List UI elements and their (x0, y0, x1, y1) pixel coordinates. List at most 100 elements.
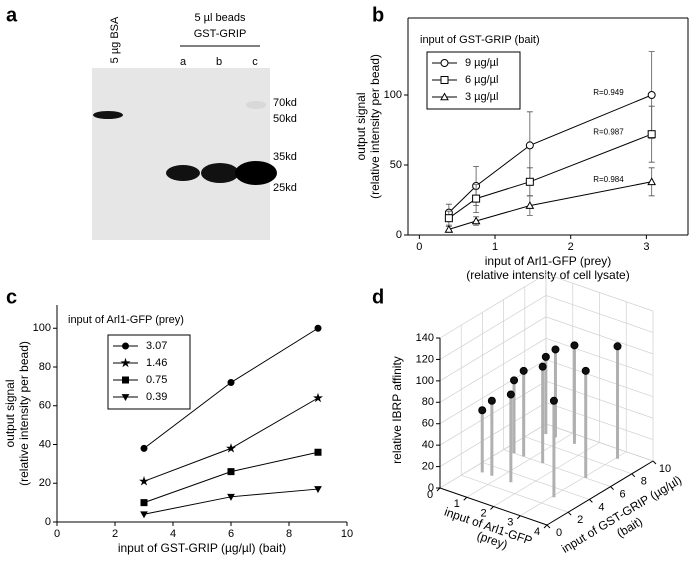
marker (525, 177, 534, 186)
z-tick-label: 20 (422, 460, 434, 472)
grid-line (545, 337, 654, 376)
band (246, 101, 266, 109)
marker (440, 59, 449, 67)
legend-label: 0.75 (146, 374, 167, 386)
x-tick (543, 524, 548, 529)
z-tick-label: 120 (416, 353, 434, 365)
y-axis-label: output signal (3, 379, 17, 447)
x-tick-label: 1 (454, 498, 460, 510)
x-tick (436, 487, 441, 492)
z-tick-label: 100 (416, 375, 434, 387)
band (235, 161, 277, 185)
legend-label: 9 µg/µl (465, 57, 498, 69)
z-axis-label: relative IBRP affinity (390, 356, 404, 464)
marker (139, 476, 149, 486)
group-label: GST-GRIP (194, 28, 247, 40)
marker (120, 357, 131, 368)
y-tick-label: 80 (39, 361, 51, 373)
size-marker: 50kd (273, 113, 297, 125)
band (93, 111, 123, 119)
group-label: 5 µl beads (195, 12, 246, 24)
x-tick-label: 0 (427, 489, 433, 501)
x-tick-label: 2 (112, 528, 118, 540)
grid-line (482, 462, 590, 500)
marker (647, 91, 656, 99)
y-tick (652, 460, 657, 465)
stem-head (541, 352, 550, 361)
y-axis-label: (relative intensity per bead) (17, 341, 31, 486)
stem-head (487, 396, 496, 405)
series-line (448, 133, 652, 219)
grid-line (545, 423, 654, 462)
size-marker: 35kd (273, 151, 297, 163)
x-tick (516, 515, 521, 520)
y-tick-label: 40 (39, 438, 51, 450)
z-tick-label: 40 (422, 439, 434, 451)
lane: b (216, 56, 222, 68)
x-tick-label: 6 (228, 528, 234, 540)
grid-line (545, 380, 654, 419)
grid-line (439, 359, 547, 425)
grid-line (439, 316, 547, 382)
y-tick (589, 499, 593, 503)
y-tick-label: 6 (620, 489, 626, 501)
x-tick-label: 2 (480, 507, 486, 519)
y-tick-label: 0 (45, 516, 51, 528)
legend-label: 1.46 (146, 357, 167, 369)
stem-head (551, 345, 560, 354)
y-tick-label: 10 (659, 463, 671, 475)
y-tick-label: 4 (598, 501, 604, 513)
x-tick-label: 4 (534, 526, 540, 538)
marker (647, 177, 657, 186)
marker (227, 468, 235, 476)
x-axis-label: (relative intensity of cell lysate) (466, 268, 629, 282)
y-tick-label: 0 (396, 229, 402, 241)
y-axis-label: (relative intensity per bead) (368, 54, 382, 199)
legend-title: input of GST-GRIP (bait) (420, 34, 540, 46)
legend-label: 0.39 (146, 391, 167, 403)
marker (471, 216, 481, 225)
marker (314, 324, 322, 332)
legend-box (107, 334, 191, 410)
stem-head (510, 376, 519, 385)
y-tick (567, 511, 572, 516)
grid-line (520, 451, 627, 517)
legend-label: 6 µg/µl (465, 74, 498, 86)
lane: c (252, 56, 258, 68)
marker (227, 379, 235, 386)
marker (525, 201, 535, 209)
marker (314, 486, 322, 494)
panel-label: d (372, 286, 384, 308)
y-tick-label: 60 (39, 400, 51, 412)
marker (122, 342, 129, 350)
stem-head (613, 342, 622, 351)
annotation: R=0.949 (593, 88, 624, 97)
gel (92, 68, 270, 240)
y-tick-label: 20 (39, 477, 51, 489)
z-tick-label: 80 (422, 396, 434, 408)
grid-line (545, 295, 654, 333)
x-tick (490, 506, 494, 510)
grid-line (545, 273, 654, 312)
grid-line (439, 273, 547, 339)
x-axis-label: input of Arl1-GFP (prey) (485, 254, 612, 268)
marker (314, 448, 322, 456)
panel-label: b (372, 4, 384, 26)
stem-head (549, 396, 558, 405)
y-tick (631, 473, 636, 478)
x-tick-label: 3 (643, 241, 649, 253)
series-line (448, 94, 652, 213)
legend-title: input of Arl1-GFP (prey) (68, 314, 184, 326)
grid-line (545, 359, 654, 398)
stem-head (570, 341, 579, 350)
stem-head (538, 362, 547, 371)
grid-line (439, 295, 547, 360)
y-axis-label: output signal (354, 92, 368, 160)
lane-label: 5 µg BSA (109, 16, 121, 63)
marker (440, 76, 449, 84)
y-tick-label: 100 (33, 322, 51, 334)
band (166, 165, 200, 181)
grid-line (503, 449, 611, 487)
y-tick-label: 8 (641, 476, 647, 488)
